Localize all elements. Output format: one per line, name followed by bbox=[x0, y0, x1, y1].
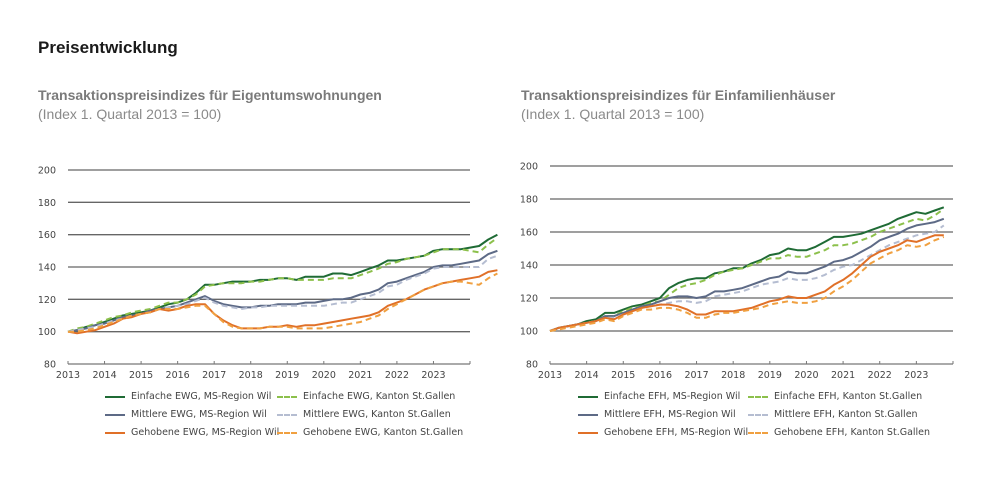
series-line-mittlere-ewg-ms-region-wil bbox=[67, 249, 498, 333]
legend-swatch bbox=[748, 413, 768, 416]
series-line-mittlere-efh-kanton-st-gallen bbox=[549, 224, 945, 332]
legend-label: Einfache EFH, Kanton St.Gallen bbox=[774, 391, 923, 402]
legend-item: Mittlere EFH, Kanton St.Gallen bbox=[748, 409, 918, 420]
x-tick-label: 2019 bbox=[758, 370, 782, 381]
chart-title-efh: Transaktionspreisindizes für Einfamilien… bbox=[521, 87, 836, 103]
x-tick-label: 2018 bbox=[721, 370, 745, 381]
x-tick-label: 2015 bbox=[129, 370, 153, 381]
y-tick-label: 100 bbox=[38, 327, 56, 338]
x-tick-label: 2014 bbox=[575, 370, 599, 381]
legend-item: Mittlere EWG, MS-Region Wil bbox=[105, 409, 267, 420]
chart-subtitle-ewg: (Index 1. Quartal 2013 = 100) bbox=[38, 106, 222, 122]
series-line-gehobene-efh-ms-region-wil bbox=[549, 234, 944, 332]
x-tick-label: 2019 bbox=[275, 370, 299, 381]
y-tick-label: 200 bbox=[520, 162, 538, 173]
x-tick-label: 2018 bbox=[239, 370, 263, 381]
y-tick-label: 180 bbox=[520, 195, 538, 206]
legend-item: Mittlere EFH, MS-Region Wil bbox=[578, 409, 736, 420]
x-tick-label: 2022 bbox=[385, 370, 409, 381]
x-tick-label: 2023 bbox=[904, 370, 928, 381]
legend-swatch bbox=[105, 395, 125, 398]
x-tick-label: 2021 bbox=[831, 370, 855, 381]
legend-item: Einfache EWG, MS-Region Wil bbox=[105, 391, 271, 402]
series-line-einfache-efh-ms-region-wil bbox=[549, 206, 945, 332]
legend-label: Einfache EWG, Kanton St.Gallen bbox=[303, 391, 456, 402]
y-tick-label: 120 bbox=[520, 294, 538, 305]
legend-label: Einfache EFH, MS-Region Wil bbox=[604, 391, 741, 402]
y-tick-label: 100 bbox=[520, 327, 538, 338]
legend-label: Gehobene EFH, MS-Region Wil bbox=[604, 427, 749, 438]
legend-label: Gehobene EWG, Kanton St.Gallen bbox=[303, 427, 464, 438]
x-tick-label: 2022 bbox=[868, 370, 892, 381]
y-tick-label: 180 bbox=[38, 198, 56, 209]
legend-label: Mittlere EWG, Kanton St.Gallen bbox=[303, 409, 451, 420]
y-tick-label: 80 bbox=[526, 360, 538, 371]
chart-0: 80 100 120 140 160 180 200 2013 2014 2015 2016 2017… bbox=[38, 166, 498, 381]
y-tick-label: 160 bbox=[38, 230, 56, 241]
y-tick-label: 80 bbox=[44, 360, 56, 371]
x-tick-label: 2017 bbox=[684, 370, 708, 381]
chart-subtitle-efh: (Index 1. Quartal 2013 = 100) bbox=[521, 106, 705, 122]
legend-label: Gehobene EWG, MS-Region Wil bbox=[131, 427, 280, 438]
series-line-mittlere-efh-ms-region-wil bbox=[549, 217, 945, 332]
x-tick-label: 2016 bbox=[648, 370, 672, 381]
legend-label: Mittlere EFH, Kanton St.Gallen bbox=[774, 409, 918, 420]
legend-item: Einfache EFH, Kanton St.Gallen bbox=[748, 391, 922, 402]
x-tick-label: 2015 bbox=[611, 370, 635, 381]
x-tick-label: 2020 bbox=[794, 370, 818, 381]
legend-item: Einfache EFH, MS-Region Wil bbox=[578, 391, 740, 402]
legend-item: Mittlere EWG, Kanton St.Gallen bbox=[277, 409, 451, 420]
x-tick-label: 2016 bbox=[166, 370, 190, 381]
legend-label: Einfache EWG, MS-Region Wil bbox=[131, 391, 272, 402]
chart-title-ewg: Transaktionspreisindizes für Eigentumswo… bbox=[38, 87, 382, 103]
y-tick-label: 140 bbox=[38, 263, 56, 274]
legend-swatch bbox=[277, 431, 297, 434]
legend-item: Gehobene EFH, MS-Region Wil bbox=[578, 427, 748, 438]
x-tick-label: 2021 bbox=[348, 370, 372, 381]
series-line-gehobene-efh-kanton-st-gallen bbox=[549, 235, 945, 332]
legend-label: Mittlere EWG, MS-Region Wil bbox=[131, 409, 267, 420]
y-tick-label: 160 bbox=[520, 228, 538, 239]
x-tick-label: 2020 bbox=[312, 370, 336, 381]
legend-label: Gehobene EFH, Kanton St.Gallen bbox=[774, 427, 931, 438]
x-tick-label: 2013 bbox=[56, 370, 80, 381]
legend-item: Einfache EWG, Kanton St.Gallen bbox=[277, 391, 455, 402]
x-tick-label: 2023 bbox=[421, 370, 445, 381]
series-line-einfache-ewg-kanton-st-gallen bbox=[67, 237, 498, 333]
legend-swatch bbox=[578, 395, 598, 398]
legend-item: Gehobene EWG, Kanton St.Gallen bbox=[277, 427, 463, 438]
legend-swatch bbox=[277, 395, 297, 398]
legend-item: Gehobene EWG, MS-Region Wil bbox=[105, 427, 279, 438]
y-tick-label: 140 bbox=[520, 261, 538, 272]
x-tick-label: 2017 bbox=[202, 370, 226, 381]
legend-label: Mittlere EFH, MS-Region Wil bbox=[604, 409, 736, 420]
y-tick-label: 200 bbox=[38, 166, 56, 177]
series-line-gehobene-ewg-kanton-st-gallen bbox=[68, 272, 498, 333]
x-tick-label: 2014 bbox=[92, 370, 116, 381]
legend-swatch bbox=[748, 431, 768, 434]
chart-1: 80 100 120 140 160 180 200 2013 2014 2015 2016 2017… bbox=[520, 162, 954, 381]
legend-swatch bbox=[277, 413, 297, 416]
legend-item: Gehobene EFH, Kanton St.Gallen bbox=[748, 427, 930, 438]
legend-swatch bbox=[578, 431, 598, 434]
x-tick-label: 2013 bbox=[538, 370, 562, 381]
legend-swatch bbox=[748, 395, 768, 398]
legend-swatch bbox=[578, 413, 598, 416]
y-tick-label: 120 bbox=[38, 295, 56, 306]
series-line-gehobene-ewg-ms-region-wil bbox=[67, 269, 498, 335]
legend-swatch bbox=[105, 413, 125, 416]
page-title: Preisentwicklung bbox=[38, 38, 178, 57]
legend-swatch bbox=[105, 431, 125, 434]
